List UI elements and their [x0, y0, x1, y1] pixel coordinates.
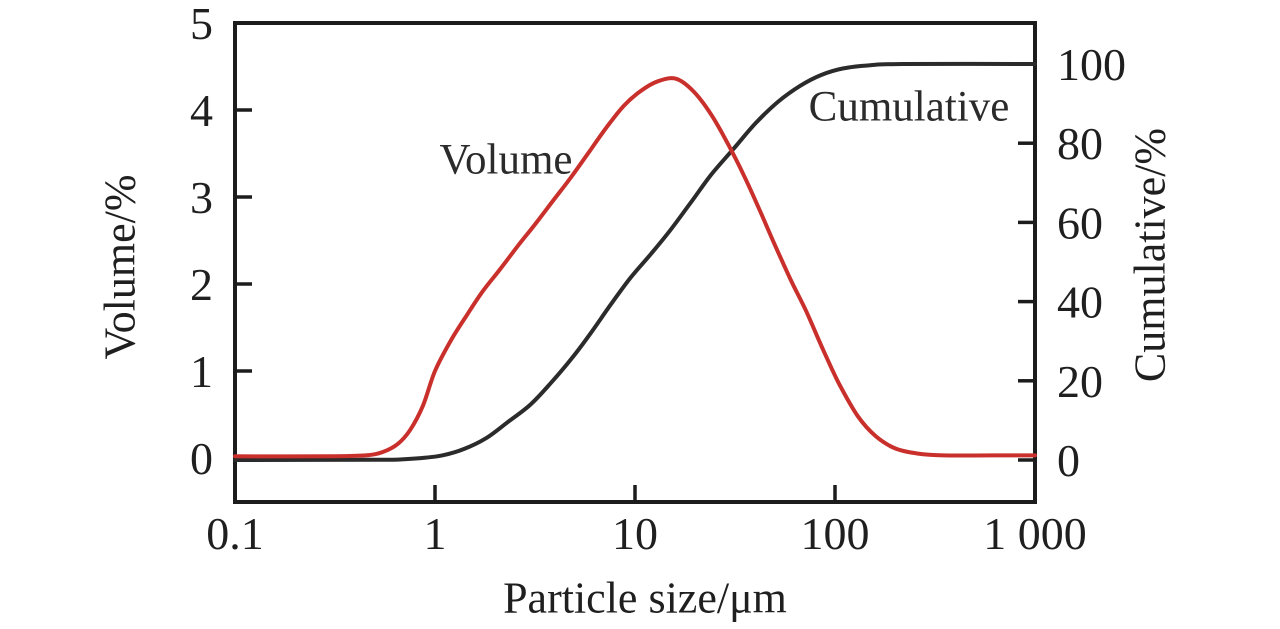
left-tick-label: 1	[190, 346, 213, 397]
right-tick-label: 20	[1057, 356, 1103, 407]
volume-curve-label: Volume	[439, 136, 573, 184]
x-tick-label: 1 000	[983, 508, 1087, 559]
plot-border	[233, 21, 1037, 504]
left-tick-label: 4	[190, 85, 213, 136]
x-tick-label: 0.1	[206, 508, 264, 559]
right-axis-title: Cumulative/%	[1125, 127, 1175, 383]
right-tick-label: 60	[1057, 197, 1103, 248]
right-tick-label: 40	[1057, 277, 1103, 328]
right-tick-label: 100	[1057, 39, 1126, 90]
x-tick-label: 10	[612, 508, 658, 559]
cumulative-curve-label: Cumulative	[808, 83, 1010, 131]
left-tick-label: 3	[190, 172, 213, 223]
left-axis-title: Volume/%	[95, 174, 145, 360]
left-tick-label: 2	[190, 259, 213, 310]
right-tick-label: 0	[1057, 435, 1080, 486]
curve-volume	[233, 76, 1037, 459]
curve-cumulative	[233, 61, 1037, 462]
left-tick-label: 5	[190, 0, 213, 49]
x-tick-label: 100	[801, 508, 870, 559]
x-tick-label: 1	[424, 508, 447, 559]
x-axis-title: Particle size/μm	[503, 573, 787, 623]
right-tick-label: 80	[1057, 118, 1103, 169]
left-tick-label: 0	[190, 433, 213, 484]
